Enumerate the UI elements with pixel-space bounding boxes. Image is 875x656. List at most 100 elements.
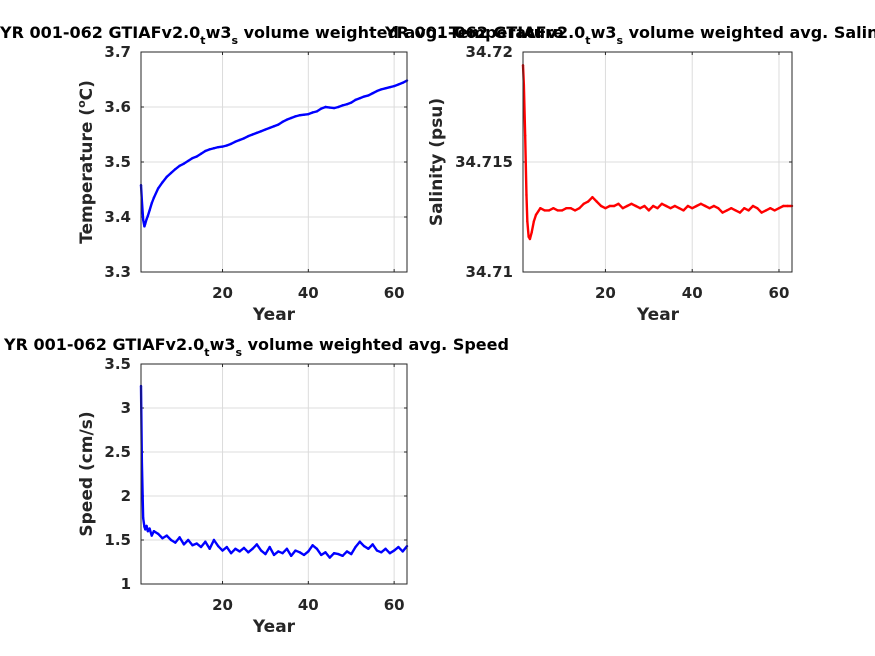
temperature-data-point [380,88,383,91]
temperature-data-point [324,105,327,109]
speed-data-point [397,545,400,549]
speed-data-point [174,541,177,544]
temperature-data-point [285,118,289,121]
temperature-data-point [182,162,186,165]
speed-data-point [362,544,366,548]
salinity-data-point [704,204,707,208]
temperature-data-point [289,116,293,120]
speed-data-point [247,551,250,554]
salinity-ytick-label: 34.715 [455,153,513,171]
speed-data-point [238,550,241,553]
temperature-data-point [229,142,233,146]
salinity-data-point [682,209,685,212]
temperature-xtick-label: 40 [298,284,319,302]
temperature-xlabel: Year [252,305,296,325]
temperature-data-point [148,209,151,212]
speed-data-point [161,537,164,540]
temperature-data-point [238,138,241,142]
salinity-data-point [669,207,672,210]
speed-data-point [148,527,151,530]
speed-data-point [298,551,301,554]
salinity-data-point [686,204,690,208]
temperature-title: YR 001-062 GTIAFv2.0tw3s volume weighted… [0,23,564,47]
temperature-data-point [143,225,146,228]
salinity-data-point [621,207,624,210]
temperature-data-point [358,97,362,100]
temperature-data-point [332,106,336,110]
temperature-data-point [345,103,349,106]
salinity-data-point [608,204,611,208]
speed-data-point [388,552,392,555]
salinity-data-point [721,211,724,214]
salinity-data-point [528,237,532,241]
speed-data-point [350,552,353,556]
temperature-data-point [401,81,404,85]
temperature-data-point [255,131,259,135]
speed-data-point [152,530,156,533]
salinity-data-point [625,204,629,208]
speed-data-point [229,552,233,555]
speed-ytick-label: 3 [121,399,131,417]
speed-xtick-label: 60 [384,596,405,614]
salinity-data-point [725,209,729,212]
salinity-data-point [578,207,581,210]
speed-data-point [401,550,404,553]
temperature-xtick-label: 20 [212,284,233,302]
temperature-data-point [165,175,168,179]
speed-data-point [204,540,207,543]
salinity-series [521,63,794,241]
salinity-data-point [527,235,530,238]
speed-data-point [392,549,396,552]
salinity-title: YR 001-062 GTIAFv2.0tw3s volume weighted… [384,23,875,47]
salinity-data-point [547,209,551,212]
salinity-data-point [643,204,646,208]
temperature-data-point [388,86,392,89]
speed-data-point [143,525,146,528]
temperature-data-point [186,159,190,163]
temperature-data-point [328,106,331,109]
salinity-data-point [695,204,698,208]
temperature-data-point [298,114,301,117]
salinity-data-point [756,207,759,210]
speed-data-point [234,547,237,550]
speed-ytick-label: 1.5 [104,531,131,549]
salinity-data-point [630,202,633,205]
speed-data-point [324,551,327,554]
speed-data-point [285,547,289,550]
speed-data-point [337,552,340,556]
salinity-data-point [525,193,528,197]
salinity-panel: YR 001-062 GTIAFv2.0tw3s volume weighted… [384,23,875,325]
salinity-data-point [599,204,603,208]
salinity-data-point [617,202,620,205]
temperature-data-point [144,222,147,225]
speed-data-point [191,544,194,547]
salinity-data-point [586,200,590,203]
speed-xtick-label: 20 [212,596,233,614]
salinity-data-point [738,211,742,214]
speed-xtick-label: 40 [298,596,319,614]
temperature-data-point [199,152,203,155]
speed-data-point [199,545,203,549]
salinity-data-point [743,207,746,210]
speed-xlabel: Year [252,617,296,637]
speed-data-point [375,549,379,552]
speed-panel: YR 001-062 GTIAFv2.0tw3s volume weighted… [3,335,509,637]
speed-ytick-label: 3.5 [104,355,131,373]
temperature-ytick-label: 3.6 [104,98,131,116]
temperature-data-point [152,196,156,199]
salinity-data-point [582,202,585,205]
speed-data-point [380,551,383,554]
temperature-data-point [174,167,177,171]
salinity-data-point [638,207,642,210]
temperature-data-point [302,113,306,116]
salinity-data-point [604,207,607,210]
salinity-xtick-label: 60 [769,284,790,302]
temperature-data-point [247,134,250,138]
salinity-data-point [526,220,529,223]
speed-data-point [186,538,190,542]
speed-data-point [281,552,284,555]
salinity-ylabel: Salinity (psu) [427,98,447,226]
temperature-data-point [371,92,374,95]
speed-data-point [345,550,349,553]
